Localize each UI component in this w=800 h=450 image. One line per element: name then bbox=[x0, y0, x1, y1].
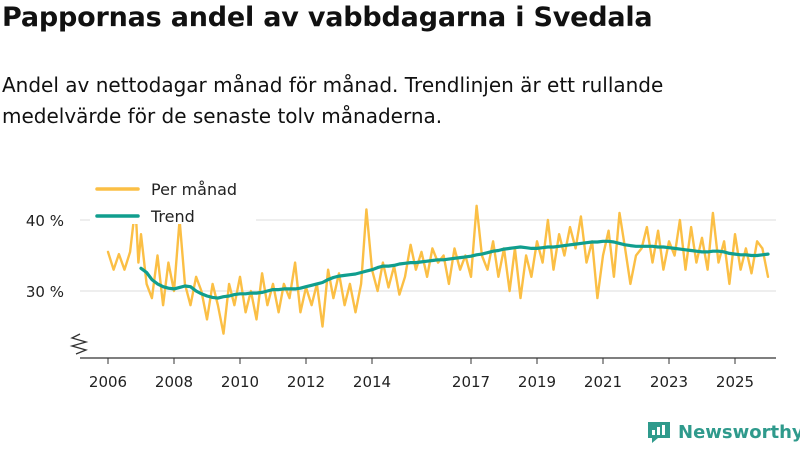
y-tick-label: 40 % bbox=[26, 212, 64, 230]
x-tick-label: 2021 bbox=[584, 373, 622, 391]
x-tick-label: 2006 bbox=[89, 373, 127, 391]
chart-subtitle: Andel av nettodagar månad för månad. Tre… bbox=[2, 73, 664, 128]
legend-label-trend: Trend bbox=[150, 207, 195, 226]
newsworthy-logo-icon bbox=[648, 422, 670, 443]
x-axis bbox=[69, 333, 776, 359]
x-tick-label: 2025 bbox=[716, 373, 754, 391]
brand-name: Newsworthy bbox=[678, 421, 800, 443]
x-tick-label: 2010 bbox=[221, 373, 259, 391]
x-tick-label: 2014 bbox=[353, 373, 391, 391]
x-tick-label: 2012 bbox=[287, 373, 325, 391]
chart-title: Pappornas andel av vabbdagarna i Svedala bbox=[2, 2, 653, 33]
axis-break-icon bbox=[69, 333, 89, 355]
series-line-trend bbox=[139, 239, 770, 300]
y-axis-ticks: 30 % 40 % bbox=[26, 212, 64, 301]
y-tick-label: 30 % bbox=[26, 283, 64, 301]
legend: Per månad Trend bbox=[90, 176, 256, 226]
x-tick-label: 2017 bbox=[452, 373, 490, 391]
x-tick-label: 2008 bbox=[155, 373, 193, 391]
x-tick-label: 2023 bbox=[650, 373, 688, 391]
x-tick-label: 2019 bbox=[518, 373, 556, 391]
series-line-per-manad bbox=[106, 204, 770, 335]
x-axis-ticks: 2006 2008 2010 2012 2014 2017 2019 2021 2023 2025 bbox=[89, 358, 754, 391]
newsworthy-brand: Newsworthy bbox=[646, 419, 800, 445]
series-lines bbox=[106, 204, 770, 335]
legend-label-per-manad: Per månad bbox=[151, 180, 237, 199]
